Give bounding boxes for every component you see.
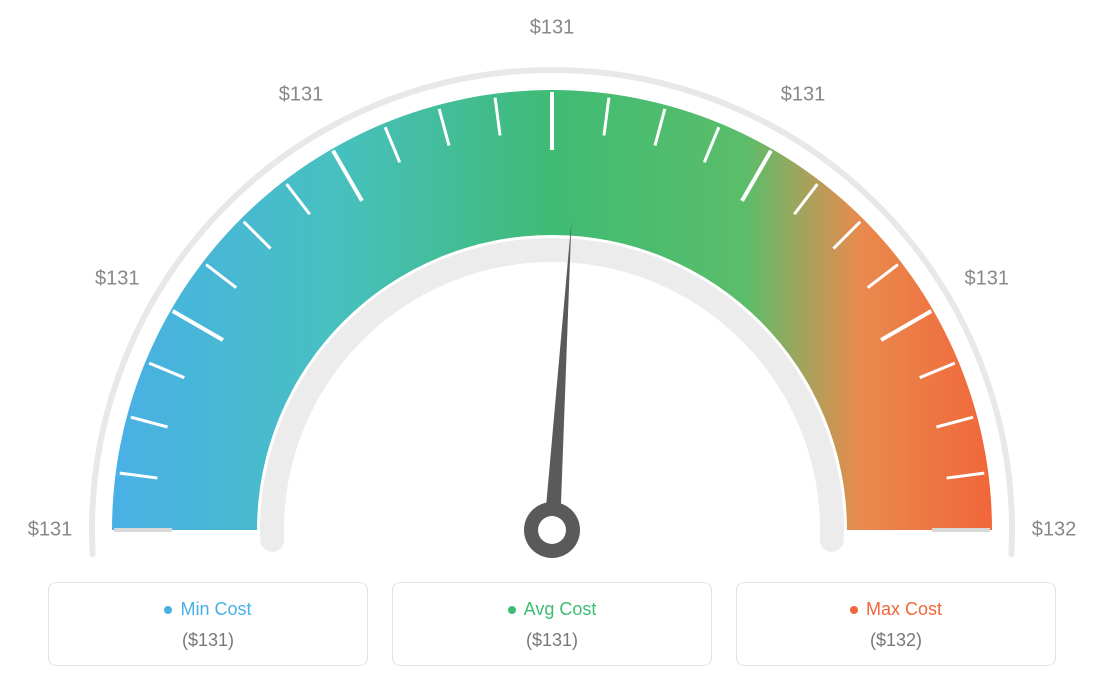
gauge-tick-label: $131 (781, 84, 826, 107)
legend-avg-label: Avg Cost (405, 599, 699, 620)
gauge-svg (0, 0, 1104, 570)
gauge-tick-label: $131 (95, 268, 140, 291)
legend-max-label-text: Max Cost (866, 599, 942, 620)
legend-min-value: ($131) (61, 630, 355, 651)
gauge-chart: $131 $131 $131 $131 $131 $131 $132 (0, 0, 1104, 570)
gauge-tick-label: $131 (28, 519, 73, 542)
legend-row: Min Cost ($131) Avg Cost ($131) Max Cost… (48, 582, 1056, 666)
legend-min-label-text: Min Cost (180, 599, 251, 620)
legend-max-label: Max Cost (749, 599, 1043, 620)
legend-max-value: ($132) (749, 630, 1043, 651)
legend-card-max: Max Cost ($132) (736, 582, 1056, 666)
legend-card-avg: Avg Cost ($131) (392, 582, 712, 666)
gauge-tick-label: $132 (1032, 519, 1077, 542)
gauge-tick-label: $131 (964, 268, 1009, 291)
legend-avg-value: ($131) (405, 630, 699, 651)
legend-card-min: Min Cost ($131) (48, 582, 368, 666)
legend-avg-label-text: Avg Cost (524, 599, 597, 620)
legend-min-label: Min Cost (61, 599, 355, 620)
gauge-tick-label: $131 (530, 17, 575, 40)
gauge-tick-label: $131 (279, 84, 324, 107)
